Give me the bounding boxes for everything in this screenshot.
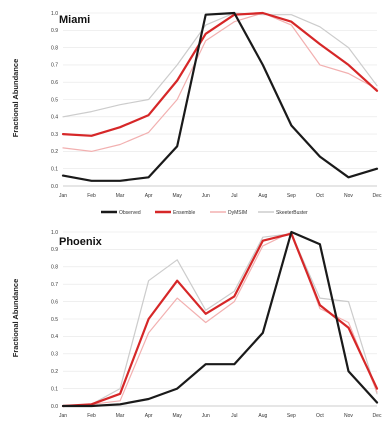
miami-y-tick-label: 0.9 [51, 28, 58, 34]
miami-series-ensemble-line [61, 11, 379, 137]
phoenix-ylabel: Fractional Abundance [11, 279, 20, 357]
phoenix-y-tick-label: 0.0 [51, 404, 58, 410]
phoenix-y-tick-label: 0.2 [51, 369, 58, 375]
legend-item-skeeterbuster: SkeeterBuster [258, 210, 308, 216]
phoenix-x-tick-label: Feb [87, 413, 96, 419]
miami-x-tick-label: Apr [145, 193, 153, 199]
miami-x-ticks: Jan Feb Mar Apr May Jun Jul Aug Sep Oct Nov Dec [59, 193, 382, 199]
miami-title: Miami [59, 14, 90, 26]
legend: Observed Ensemble DyMSIM SkeeterBuster [101, 210, 308, 216]
miami-x-tick-label: Jan [59, 193, 67, 199]
legend-item-ensemble: Ensemble [155, 210, 195, 216]
phoenix-x-tick-label: Nov [344, 413, 353, 419]
legend-item-observed: Observed [101, 210, 141, 216]
miami-x-tick-label: Oct [316, 193, 324, 199]
legend-item-dymsim: DyMSIM [210, 210, 247, 216]
phoenix-x-tick-label: Apr [145, 413, 153, 419]
miami-y-tick-label: 0.0 [51, 184, 58, 190]
phoenix-y-tick-label: 1.0 [51, 230, 58, 236]
miami-x-tick-label: May [172, 193, 182, 199]
phoenix-y-tick-label: 0.6 [51, 299, 58, 305]
phoenix-series-dymsim-line [62, 231, 378, 407]
phoenix-x-tick-label: Jan [59, 413, 67, 419]
miami-x-tick-label: Jun [202, 193, 210, 199]
phoenix-x-ticks: Jan Feb Mar Apr May Jun Jul Aug Sep Oct Nov Dec [59, 413, 382, 419]
miami-x-tick-label: Dec [373, 193, 382, 199]
miami-y-ticks: 0.0 0.1 0.2 0.3 0.4 0.5 0.6 0.7 0.8 0.9 1.0 [51, 11, 58, 190]
miami-x-tick-label: Sep [287, 193, 296, 199]
miami-y-tick-label: 0.2 [51, 149, 58, 155]
phoenix-x-tick-label: May [172, 413, 182, 419]
miami-series-dymsim-line [62, 12, 378, 152]
miami-x-tick-label: Aug [258, 193, 267, 199]
miami-gridlines [63, 12, 377, 187]
miami-y-tick-label: 0.4 [51, 115, 58, 121]
miami-y-tick-label: 0.7 [51, 63, 58, 69]
miami-chart-panel: Fractional Abundance Miami 0.00.10.20.30… [11, 11, 382, 199]
miami-ylabel: Fractional Abundance [11, 59, 20, 137]
miami-series-skeeterbuster-line [62, 12, 378, 118]
miami-y-tick-label: 0.8 [51, 45, 58, 51]
phoenix-series [61, 230, 379, 408]
phoenix-x-tick-label: Oct [316, 413, 324, 419]
miami-x-tick-label: Mar [116, 193, 125, 199]
miami-x-tick-label: Feb [87, 193, 96, 199]
miami-y-tick-label: 1.0 [51, 11, 58, 17]
phoenix-x-tick-label: Jun [202, 413, 210, 419]
phoenix-y-ticks: 0.0 0.1 0.2 0.3 0.4 0.5 0.6 0.7 0.8 0.9 1.0 [51, 230, 58, 410]
legend-label-ensemble: Ensemble [173, 210, 195, 216]
phoenix-x-tick-label: Dec [373, 413, 382, 419]
miami-y-tick-label: 0.3 [51, 132, 58, 138]
miami-x-tick-label: Jul [231, 193, 237, 199]
phoenix-y-tick-label: 0.5 [51, 317, 58, 323]
miami-y-tick-label: 0.5 [51, 97, 58, 103]
phoenix-y-tick-label: 0.1 [51, 386, 58, 392]
phoenix-y-tick-label: 0.7 [51, 282, 58, 288]
phoenix-x-tick-label: Jul [231, 413, 237, 419]
miami-x-tick-label: Nov [344, 193, 353, 199]
phoenix-y-tick-label: 0.8 [51, 265, 58, 271]
phoenix-y-tick-label: 0.9 [51, 247, 58, 253]
phoenix-title: Phoenix [59, 236, 103, 248]
phoenix-series-observed-line [61, 230, 379, 408]
phoenix-x-tick-label: Mar [116, 413, 125, 419]
phoenix-x-tick-label: Sep [287, 413, 296, 419]
phoenix-x-tick-label: Aug [258, 413, 267, 419]
legend-label-dymsim: DyMSIM [228, 210, 247, 216]
phoenix-series-skeeterbuster-line [62, 233, 378, 407]
phoenix-y-tick-label: 0.4 [51, 334, 58, 340]
miami-series [61, 11, 379, 182]
phoenix-y-tick-label: 0.3 [51, 352, 58, 358]
phoenix-gridlines [63, 231, 377, 407]
legend-label-observed: Observed [119, 210, 141, 216]
legend-label-skeeterbuster: SkeeterBuster [276, 210, 308, 216]
miami-y-tick-label: 0.1 [51, 167, 58, 173]
phoenix-series-ensemble-line [61, 232, 379, 408]
phoenix-chart-panel: Fractional Abundance Phoenix 0.00.10.20.… [11, 230, 382, 419]
miami-series-observed-line [61, 11, 379, 182]
miami-y-tick-label: 0.6 [51, 80, 58, 86]
